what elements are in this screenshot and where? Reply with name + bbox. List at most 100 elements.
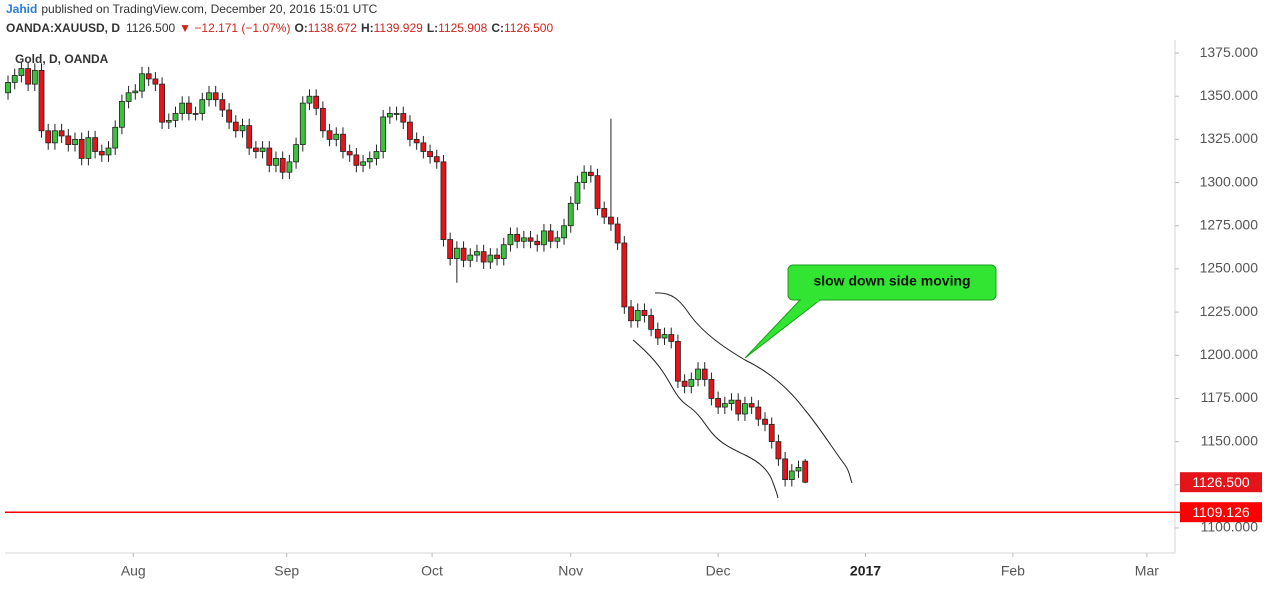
candle-body bbox=[360, 161, 366, 166]
plot bbox=[5, 61, 1180, 513]
candle-body bbox=[661, 334, 668, 339]
x-tick-label: Feb bbox=[1001, 563, 1025, 579]
candle-body bbox=[346, 151, 353, 156]
candle-body bbox=[487, 254, 494, 263]
x-tick-label: Mar bbox=[1135, 563, 1159, 579]
candle-body bbox=[587, 171, 594, 177]
candle-body bbox=[145, 73, 152, 80]
candle-body bbox=[118, 101, 125, 128]
candle-body bbox=[427, 151, 433, 158]
candle-body bbox=[554, 237, 561, 242]
candle-body bbox=[728, 399, 735, 405]
candle-body bbox=[165, 120, 172, 123]
y-tick-label: 1100.000 bbox=[1201, 519, 1259, 535]
candle-body bbox=[373, 151, 380, 159]
candle-body bbox=[279, 157, 286, 173]
y-tick-label: 1375.000 bbox=[1200, 44, 1259, 60]
candle-body bbox=[293, 144, 299, 163]
candle-body bbox=[768, 423, 775, 443]
lower-trend-curve bbox=[632, 339, 779, 499]
candle-body bbox=[527, 237, 534, 242]
candle-body bbox=[474, 251, 480, 256]
candle-body bbox=[185, 102, 192, 114]
y-tick-label: 1300.000 bbox=[1200, 173, 1259, 189]
candle-body bbox=[259, 147, 266, 152]
candle-body bbox=[219, 99, 226, 111]
candle-body bbox=[721, 403, 728, 408]
y-tick-label: 1200.000 bbox=[1200, 346, 1259, 362]
candle-body bbox=[762, 418, 768, 425]
high-label: H: bbox=[361, 21, 374, 35]
candle-body bbox=[192, 113, 199, 115]
candle-body bbox=[500, 244, 507, 259]
candle-body bbox=[299, 102, 306, 145]
candle-body bbox=[72, 138, 78, 145]
candle-body bbox=[25, 68, 32, 85]
candle-body bbox=[65, 135, 72, 145]
candle-body bbox=[18, 68, 25, 76]
candle-body bbox=[366, 157, 373, 163]
candle-body bbox=[52, 130, 58, 144]
candle-body bbox=[628, 306, 634, 322]
candle-body bbox=[319, 107, 326, 132]
candle-body bbox=[494, 254, 500, 259]
low: 1125.908 bbox=[438, 21, 487, 35]
candle-body bbox=[333, 133, 340, 140]
candle-body bbox=[514, 233, 521, 242]
header-line-1: Jahid published on TradingView.com, Decem… bbox=[6, 2, 378, 16]
candle-body bbox=[273, 157, 279, 166]
candle-body bbox=[755, 406, 762, 420]
candle-body bbox=[802, 460, 809, 483]
candle-body bbox=[340, 133, 346, 152]
candle-body bbox=[286, 161, 293, 173]
candle-body bbox=[788, 470, 795, 481]
candle-body bbox=[634, 309, 641, 322]
annotation: slow down side moving bbox=[813, 273, 970, 289]
candle-body bbox=[621, 242, 628, 308]
y-tick-label: 1150.000 bbox=[1201, 432, 1259, 448]
x-tick-label: Sep bbox=[274, 563, 299, 579]
candle-body bbox=[139, 73, 145, 92]
candle-body bbox=[701, 368, 708, 380]
y-tick-label: 1325.000 bbox=[1200, 130, 1259, 146]
candle-body bbox=[266, 147, 273, 166]
candle-body bbox=[326, 130, 333, 140]
open-label: O: bbox=[294, 21, 307, 35]
candle-body bbox=[400, 113, 407, 123]
candle-body bbox=[11, 75, 18, 83]
candle-body bbox=[313, 95, 320, 109]
candle-body bbox=[353, 154, 360, 166]
upper-trend-curve bbox=[654, 292, 853, 484]
candle-body bbox=[648, 315, 655, 330]
callout-box bbox=[787, 264, 997, 301]
candle-body bbox=[601, 208, 608, 218]
header-line-2: OANDA:XAUUSD, D 1126.500 ▼ −12.171 (−1.07%… bbox=[6, 21, 553, 35]
candle-body bbox=[567, 202, 574, 227]
price-tag bbox=[1180, 502, 1262, 523]
candle-body bbox=[98, 151, 105, 156]
candle-body bbox=[641, 309, 648, 316]
y-tick-label: 1225.000 bbox=[1200, 303, 1259, 319]
candle-body bbox=[608, 216, 614, 225]
last-price-label: 1126.500 bbox=[1192, 474, 1250, 490]
candle-body bbox=[594, 175, 601, 209]
candle-body bbox=[239, 125, 246, 132]
candle-body bbox=[85, 137, 92, 159]
y-tick-label: 1175.000 bbox=[1201, 389, 1259, 405]
candle-body bbox=[695, 368, 701, 380]
candle-body bbox=[520, 237, 527, 242]
y-tick-label: 1275.000 bbox=[1200, 216, 1259, 232]
close: 1126.500 bbox=[504, 21, 553, 35]
candle-body bbox=[38, 69, 45, 132]
candle-body bbox=[561, 225, 567, 239]
candle-body bbox=[380, 116, 387, 152]
candle-body bbox=[534, 240, 541, 246]
candle-body bbox=[78, 138, 85, 159]
candle-body bbox=[433, 156, 440, 163]
x-tick-label: Nov bbox=[558, 563, 583, 579]
candle-body bbox=[782, 458, 789, 481]
candle-body bbox=[413, 138, 420, 144]
candle-body bbox=[132, 90, 139, 94]
callout-join bbox=[801, 298, 819, 302]
